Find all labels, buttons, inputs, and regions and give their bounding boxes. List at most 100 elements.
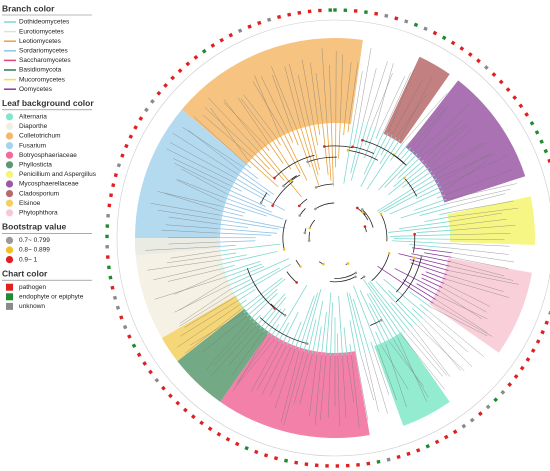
leaf-label-line (452, 219, 507, 226)
leaf-background (181, 37, 363, 165)
chart-square (530, 348, 536, 353)
chart-square (318, 8, 322, 13)
leaf-label-line (168, 268, 222, 282)
leaf-label-line (179, 289, 230, 324)
branch (321, 120, 329, 176)
leaf-label-line (168, 216, 218, 225)
legend-swatch (5, 161, 14, 169)
leaf-label-line (349, 61, 359, 121)
chart-square (154, 377, 160, 383)
chart-square (356, 462, 360, 467)
legend-label: Phytophthora (19, 210, 58, 217)
leaf-label-line (340, 54, 343, 121)
leaf-label-line (373, 349, 390, 395)
leaf-label-line (202, 114, 251, 156)
chart-square (170, 75, 176, 81)
chart-square (234, 441, 240, 447)
chart-square (109, 193, 114, 198)
leaf-label-line (280, 350, 300, 423)
leaf-label-line (342, 355, 347, 418)
branch (246, 288, 278, 317)
branch (425, 271, 446, 280)
leaf-label-line (179, 281, 226, 311)
branch (419, 304, 429, 311)
leaf-label-line (223, 102, 265, 144)
leaf-label-line (184, 297, 234, 328)
legend-label: Basidiomycota (19, 67, 62, 74)
leaf-label-line (185, 309, 242, 354)
legend-label: Mucoromycetes (19, 76, 66, 83)
chart-square (539, 139, 544, 144)
branch (229, 184, 242, 192)
leaf-label-line (293, 352, 309, 404)
legend-swatch (5, 209, 14, 217)
branch (222, 260, 261, 274)
leaf-label-line (150, 203, 220, 216)
branch (383, 182, 440, 213)
branch (366, 139, 401, 190)
branch (231, 267, 280, 295)
branch (359, 290, 387, 345)
branch (247, 158, 279, 188)
chart-square (404, 19, 409, 24)
legend-label: Botryosphaeriaceae (19, 152, 77, 159)
leaf-label-line (430, 306, 488, 337)
branch (240, 277, 283, 310)
chart-square (115, 305, 121, 310)
bootstrap-dot (289, 179, 293, 183)
leaf-label-line (175, 179, 223, 203)
bootstrap-dot (363, 225, 367, 228)
chart-square (314, 463, 319, 468)
leaf-label-line (337, 355, 340, 427)
branch (287, 129, 294, 143)
leaf-label-line (154, 277, 224, 300)
leaf-label-line (447, 189, 511, 204)
branch (282, 312, 299, 344)
branch (304, 123, 319, 176)
leaf-label-line (371, 73, 393, 126)
chart-square (525, 357, 531, 362)
branch-arc (395, 255, 422, 303)
branch (263, 143, 270, 151)
branch (421, 277, 443, 288)
bootstrap-dot (297, 204, 301, 208)
leaf-label-line (441, 154, 510, 187)
leaf-background (135, 238, 236, 338)
leaf-label-line (444, 169, 513, 196)
branch (399, 220, 452, 230)
chart-square (105, 244, 109, 249)
chart-square (201, 48, 207, 54)
branch (369, 292, 399, 339)
branch (402, 279, 436, 300)
chart-square (108, 275, 113, 280)
branch (217, 243, 281, 252)
branch (363, 130, 385, 175)
leaf-label-line (450, 261, 505, 277)
chart-square (199, 420, 205, 426)
branch (366, 293, 395, 341)
branch (312, 300, 324, 354)
leaf-label-line (208, 97, 258, 150)
leaf-label-line (355, 354, 369, 421)
branch (227, 188, 266, 207)
branch (346, 292, 361, 354)
chart-square (507, 382, 513, 387)
leaf-label-line (210, 107, 248, 160)
branch (383, 278, 426, 315)
leaf-label-line (420, 123, 467, 158)
leaf-label-line (321, 47, 327, 121)
chart-square (127, 334, 132, 339)
leaf-label-line (417, 102, 472, 154)
leaf-label-line (174, 162, 228, 190)
leaf-label-line (440, 291, 483, 320)
bootstrap-dot (356, 206, 359, 210)
leaf-label-line (172, 132, 237, 174)
branch (411, 308, 423, 318)
legend-swatch (6, 293, 13, 301)
bootstrap-dot (403, 176, 406, 180)
leaf-label-line (173, 158, 230, 186)
legend-swatch (5, 256, 14, 264)
branch (343, 120, 346, 136)
branch (330, 302, 333, 356)
leaf-label-line (381, 346, 409, 390)
